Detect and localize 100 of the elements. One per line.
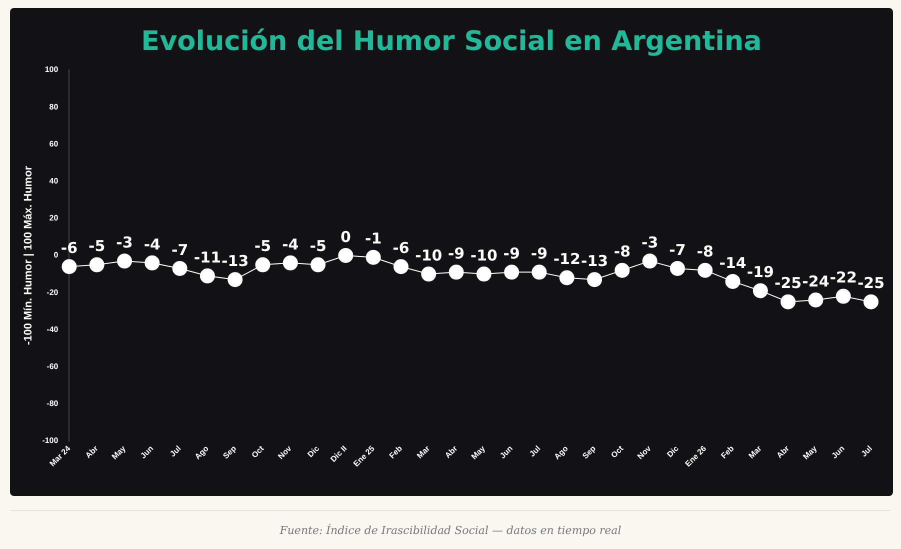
x-tick-label: Dic (306, 444, 322, 460)
data-label: -9 (503, 244, 520, 263)
x-tick-label: Mar (415, 444, 432, 460)
point (476, 266, 492, 282)
point (172, 260, 188, 276)
data-label: -19 (746, 263, 774, 282)
data-label: -3 (641, 233, 658, 252)
x-tick-label: Abr (443, 444, 460, 460)
point (228, 272, 243, 288)
point (144, 255, 160, 270)
point (614, 262, 630, 278)
point (200, 268, 215, 284)
point (448, 264, 464, 280)
x-tick-label: Jul (528, 444, 542, 459)
point (864, 294, 878, 310)
data-label: -8 (696, 242, 714, 261)
point (89, 257, 104, 272)
point (698, 262, 713, 278)
point (393, 259, 408, 274)
data-label: -25 (857, 274, 885, 292)
data-label: -4 (144, 235, 160, 254)
x-tick-label: Sep (221, 444, 238, 461)
data-label: -10 (415, 246, 442, 264)
point (310, 257, 326, 272)
data-label: -14 (719, 254, 746, 272)
data-label: -13 (222, 252, 249, 270)
y-tick-label: -80 (46, 399, 59, 408)
y-tick-label: 80 (49, 102, 59, 112)
data-label: -6 (60, 239, 78, 258)
point (836, 288, 851, 304)
x-tick-label: Dic (665, 444, 681, 460)
point (366, 250, 381, 265)
point (642, 254, 658, 269)
data-label: -25 (774, 274, 802, 292)
data-label: -22 (830, 268, 857, 287)
point (117, 254, 132, 269)
x-tick-label: Nov (636, 444, 654, 462)
x-tick-label: Ene 25 (352, 444, 377, 469)
x-tick-label: Sep (580, 444, 598, 461)
x-tick-label: Mar (746, 444, 764, 460)
data-label: -3 (116, 233, 133, 252)
data-label: 0 (340, 228, 351, 246)
x-tick-label: Jul (859, 444, 874, 459)
data-label: -7 (171, 240, 188, 259)
point (338, 248, 354, 263)
data-label: -8 (614, 242, 631, 261)
data-label: -12 (553, 250, 580, 268)
y-tick-label: 60 (49, 139, 59, 148)
x-tick-label: Dic II (328, 444, 349, 464)
y-axis-title: -100 Mín. Humor | 100 Máx. Humor (22, 165, 35, 346)
data-label: -9 (448, 244, 465, 263)
point (421, 266, 436, 282)
y-tick-label: 0 (54, 250, 59, 260)
point (780, 294, 796, 310)
point (808, 292, 824, 308)
data-label: -24 (802, 272, 830, 290)
point (532, 264, 547, 280)
x-tick-label: Nov (276, 444, 294, 462)
y-tick-label: -40 (46, 324, 59, 334)
point (670, 260, 685, 276)
point (255, 257, 270, 272)
x-tick-label: Abr (774, 444, 792, 460)
data-label: -9 (530, 244, 548, 263)
data-label: -6 (392, 239, 410, 258)
data-label: -13 (580, 252, 608, 270)
x-tick-label: Jun (138, 444, 156, 460)
x-tick-label: Feb (719, 444, 736, 460)
x-tick-label: May (110, 444, 128, 462)
chart-title: Evolución del Humor Social en Argentina (140, 26, 763, 57)
y-tick-label: -60 (46, 362, 59, 371)
point (587, 272, 602, 288)
point (559, 270, 574, 286)
x-tick-label: Ene 26 (683, 444, 708, 469)
source-note: Fuente: Índice de Irascibilidad Social — datos en tiempo real (278, 524, 622, 537)
x-tick-label: Abr (84, 444, 100, 460)
data-label: -5 (88, 237, 106, 256)
x-tick-label: May (801, 444, 820, 462)
data-label: -1 (365, 230, 382, 248)
x-tick-label: Jul (168, 444, 183, 459)
y-tick-label: -100 (42, 436, 59, 446)
x-tick-label: Mar 24 (48, 444, 73, 468)
y-tick-label: -20 (46, 288, 59, 297)
x-tick-label: May (470, 444, 488, 462)
data-label: -5 (310, 237, 326, 256)
x-tick-label: Feb (388, 444, 404, 460)
data-label: -11 (194, 248, 222, 266)
x-tick-label: Oct (609, 444, 626, 460)
x-tick-label: Oct (250, 444, 266, 460)
data-label: -4 (282, 235, 299, 254)
data-label: -7 (669, 240, 686, 259)
x-tick-label: Jun (498, 444, 515, 460)
point (752, 283, 768, 298)
y-tick-label: 100 (44, 65, 59, 74)
data-label: -5 (254, 237, 272, 256)
data-label: -10 (470, 246, 498, 264)
y-tick-label: 40 (49, 176, 59, 186)
point (282, 255, 298, 270)
point (62, 259, 77, 274)
point (504, 264, 520, 280)
x-tick-label: Ago (552, 444, 570, 462)
